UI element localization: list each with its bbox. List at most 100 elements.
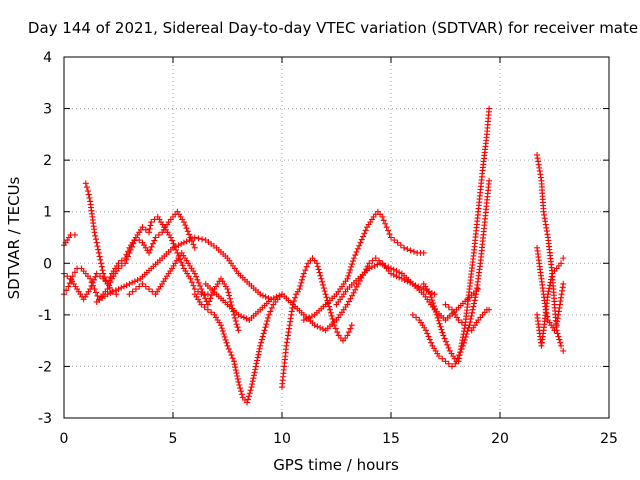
- data-point-interp: [193, 273, 200, 280]
- series-track-13: [420, 177, 493, 365]
- data-point-interp: [537, 174, 544, 181]
- data-point: [383, 224, 390, 231]
- data-point-interp: [556, 336, 563, 343]
- data-point-interp: [290, 298, 297, 305]
- data-point-interp: [362, 227, 369, 234]
- data-point-interp: [292, 294, 299, 301]
- data-point-interp: [308, 313, 315, 320]
- data-point-interp: [127, 246, 134, 253]
- data-point: [401, 244, 408, 251]
- data-point-interp: [466, 289, 473, 296]
- data-point-interp: [334, 329, 341, 336]
- data-point: [224, 342, 231, 349]
- x-tick-label: 20: [491, 431, 509, 447]
- data-point-interp: [425, 288, 432, 295]
- data-point-interp: [223, 339, 230, 346]
- chart-title: Day 144 of 2021, Sidereal Day-to-day VTE…: [28, 19, 638, 37]
- data-point-interp: [134, 277, 141, 284]
- x-tick-label: 15: [382, 431, 400, 447]
- data-point-interp: [385, 264, 392, 271]
- data-point-interp: [474, 211, 481, 218]
- data-point: [180, 239, 187, 246]
- data-point-interp: [232, 364, 239, 371]
- data-point: [235, 327, 242, 334]
- data-point-interp: [129, 243, 136, 250]
- data-point-interp: [469, 306, 476, 313]
- data-point-interp: [232, 318, 239, 325]
- data-point-interp: [332, 325, 339, 332]
- data-point-interp: [479, 170, 486, 177]
- data-point: [93, 239, 100, 246]
- data-point-interp: [551, 268, 558, 275]
- data-point-interp: [258, 339, 265, 346]
- data-point-interp: [535, 324, 542, 331]
- data-point: [248, 384, 255, 391]
- data-point: [191, 286, 198, 293]
- data-point-interp: [216, 319, 223, 326]
- data-point-interp: [467, 319, 474, 326]
- data-point-interp: [477, 314, 484, 321]
- data-point-interp: [149, 240, 156, 247]
- data-point-interp: [194, 276, 201, 283]
- data-point-interp: [330, 319, 337, 326]
- data-point-interp: [457, 348, 464, 355]
- data-point: [394, 239, 401, 246]
- data-point: [409, 311, 416, 318]
- data-point-interp: [167, 246, 174, 253]
- y-tick-label: -1: [38, 308, 52, 324]
- data-point-interp: [435, 317, 442, 324]
- data-point-interp: [65, 234, 72, 241]
- data-point-interp: [146, 225, 153, 232]
- data-point-interp: [540, 288, 547, 295]
- data-point-interp: [364, 267, 371, 274]
- data-point: [357, 239, 364, 246]
- data-point-interp: [276, 292, 283, 299]
- data-point-interp: [376, 257, 383, 264]
- data-point-interp: [348, 263, 355, 270]
- data-point-interp: [267, 308, 274, 315]
- data-point-interp: [103, 277, 110, 284]
- series-track-16: [534, 244, 567, 334]
- data-point-interp: [458, 345, 465, 352]
- data-point: [198, 286, 205, 293]
- data-point-interp: [251, 369, 258, 376]
- data-point-interp: [396, 269, 403, 276]
- data-point-interp: [393, 273, 400, 280]
- data-point-interp: [299, 273, 306, 280]
- data-point-interp: [90, 282, 97, 289]
- data-point-interp: [199, 289, 206, 296]
- data-point-interp: [358, 236, 365, 243]
- data-point-interp: [101, 293, 108, 300]
- data-point-interp: [320, 303, 327, 310]
- data-point-interp: [259, 292, 266, 299]
- data-point-interp: [342, 278, 349, 285]
- data-point-interp: [249, 378, 256, 385]
- data-point-interp: [432, 308, 439, 315]
- data-point-interp: [96, 273, 103, 280]
- data-point-interp: [188, 279, 195, 286]
- series-track-17: [534, 255, 567, 349]
- data-point: [126, 249, 133, 256]
- data-point-interp: [397, 242, 404, 249]
- data-point-interp: [172, 243, 179, 250]
- data-point-interp: [246, 390, 253, 397]
- data-point-interp: [540, 330, 547, 337]
- data-point-interp: [445, 304, 452, 311]
- data-point-interp: [258, 336, 265, 343]
- data-point-interp: [118, 262, 125, 269]
- data-point: [350, 255, 357, 262]
- data-point-interp: [368, 216, 375, 223]
- data-point-interp: [342, 335, 349, 342]
- data-point-interp: [97, 256, 104, 263]
- x-tick-label: 10: [273, 431, 291, 447]
- data-point-interp: [286, 325, 293, 332]
- data-point-interp: [263, 321, 270, 328]
- data-point-interp: [298, 309, 305, 316]
- data-point-interp: [208, 309, 215, 316]
- data-point-interp: [166, 231, 173, 238]
- data-point-interp: [360, 233, 367, 240]
- data-point: [252, 363, 259, 370]
- data-point-interp: [233, 370, 240, 377]
- data-point-interp: [481, 222, 488, 229]
